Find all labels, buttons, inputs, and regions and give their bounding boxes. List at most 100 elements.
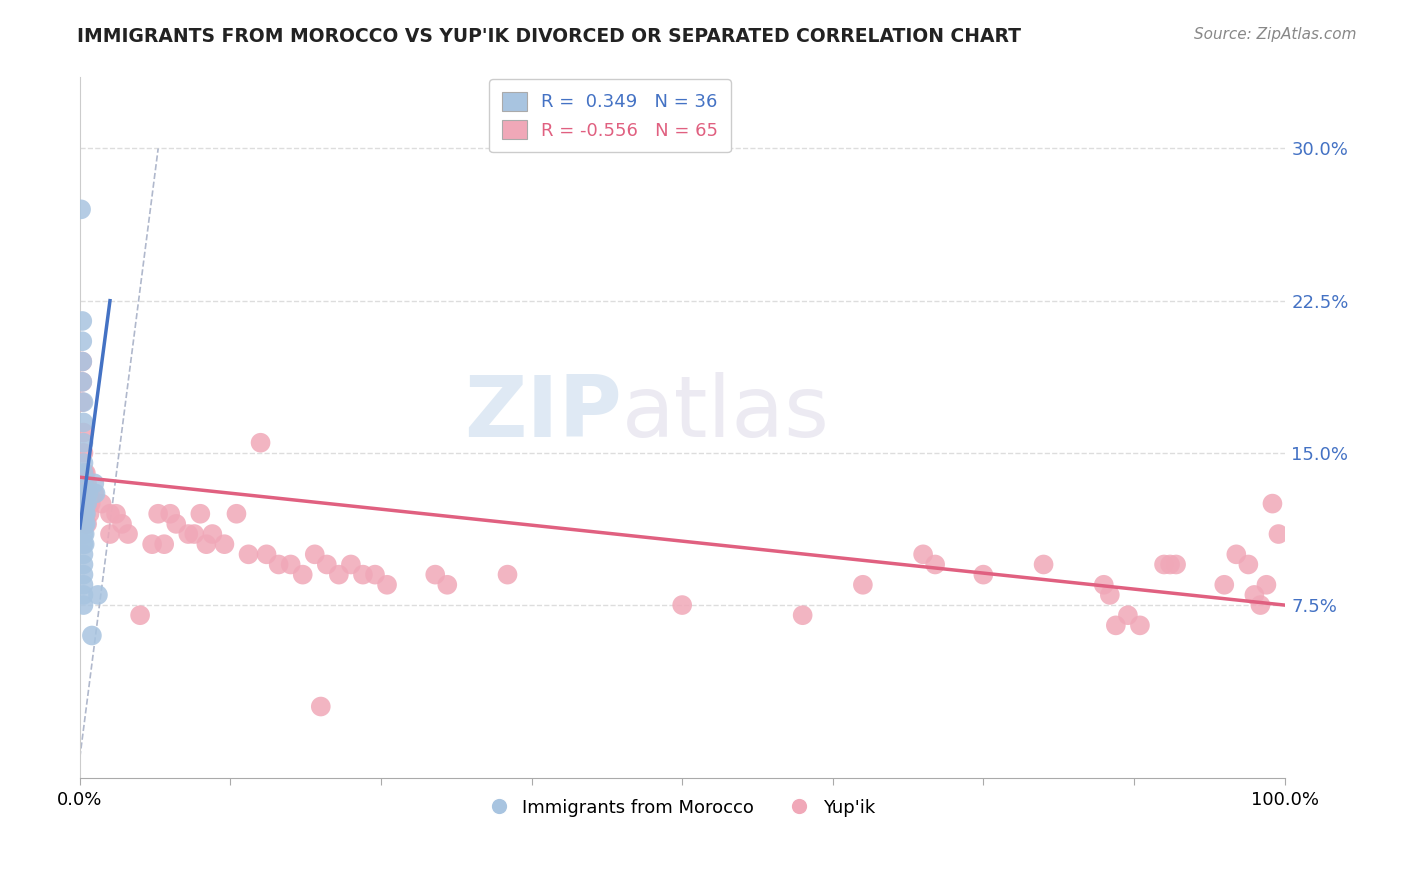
Point [75, 486, 97, 500]
Point [304, 547, 326, 561]
Point [72, 375, 94, 389]
Point [72, 497, 94, 511]
Point [315, 558, 337, 572]
Point [1153, 558, 1175, 572]
Point [267, 558, 290, 572]
Point [76, 516, 98, 531]
Point [1032, 558, 1054, 572]
Point [159, 507, 181, 521]
Point [1129, 618, 1152, 632]
Point [1098, 588, 1121, 602]
Point [1225, 547, 1247, 561]
Point [1249, 598, 1271, 612]
Point [73, 507, 96, 521]
Point [291, 567, 314, 582]
Point [117, 527, 139, 541]
Text: ZIP: ZIP [464, 372, 621, 455]
Point [1243, 588, 1265, 602]
Text: Source: ZipAtlas.com: Source: ZipAtlas.com [1194, 27, 1357, 42]
Point [72, 395, 94, 409]
Point [76, 476, 98, 491]
Point [195, 537, 218, 551]
Point [75, 466, 97, 480]
Point [79, 486, 101, 500]
Point [72, 416, 94, 430]
Point [76, 497, 98, 511]
Point [328, 567, 350, 582]
Point [214, 537, 236, 551]
Point [671, 598, 693, 612]
Point [73, 486, 96, 500]
Point [188, 507, 211, 521]
Point [141, 537, 163, 551]
Text: IMMIGRANTS FROM MOROCCO VS YUP'IK DIVORCED OR SEPARATED CORRELATION CHART: IMMIGRANTS FROM MOROCCO VS YUP'IK DIVORC… [77, 27, 1021, 45]
Point [72, 588, 94, 602]
Point [436, 578, 458, 592]
Point [352, 567, 374, 582]
Point [111, 516, 134, 531]
Point [80, 497, 103, 511]
Point [73, 537, 96, 551]
Point [72, 476, 94, 491]
Point [72, 507, 94, 521]
Point [1256, 578, 1278, 592]
Point [72, 375, 94, 389]
Point [1237, 558, 1260, 572]
Point [72, 497, 94, 511]
Point [87, 588, 110, 602]
Point [72, 537, 94, 551]
Point [1092, 578, 1115, 592]
Point [72, 578, 94, 592]
Point [238, 547, 260, 561]
Point [72, 314, 94, 328]
Point [1261, 497, 1284, 511]
Point [496, 567, 519, 582]
Point [183, 527, 205, 541]
Point [105, 507, 128, 521]
Point [225, 507, 247, 521]
Point [72, 466, 94, 480]
Point [72, 547, 94, 561]
Point [1116, 608, 1139, 623]
Point [972, 567, 994, 582]
Point [80, 628, 103, 642]
Point [83, 476, 105, 491]
Point [73, 527, 96, 541]
Point [375, 578, 398, 592]
Point [340, 558, 363, 572]
Point [1164, 558, 1187, 572]
Point [72, 456, 94, 470]
Point [165, 516, 187, 531]
Text: atlas: atlas [621, 372, 830, 455]
Point [72, 395, 94, 409]
Point [73, 476, 96, 491]
Point [84, 486, 107, 500]
Point [77, 486, 100, 500]
Point [75, 507, 97, 521]
Point [792, 608, 814, 623]
Point [280, 558, 302, 572]
Point [70, 202, 93, 217]
Point [75, 516, 97, 531]
Point [1213, 578, 1236, 592]
Point [177, 527, 200, 541]
Point [73, 516, 96, 531]
Point [72, 446, 94, 460]
Point [72, 334, 94, 349]
Point [90, 497, 112, 511]
Point [153, 537, 176, 551]
Point [924, 558, 946, 572]
Point [72, 527, 94, 541]
Point [72, 476, 94, 491]
Point [72, 354, 94, 368]
Point [1159, 558, 1181, 572]
Point [249, 435, 271, 450]
Point [201, 527, 224, 541]
Point [98, 507, 121, 521]
Point [79, 507, 101, 521]
Point [72, 516, 94, 531]
Point [73, 497, 96, 511]
Point [1267, 527, 1289, 541]
Point [98, 527, 121, 541]
Point [852, 578, 875, 592]
